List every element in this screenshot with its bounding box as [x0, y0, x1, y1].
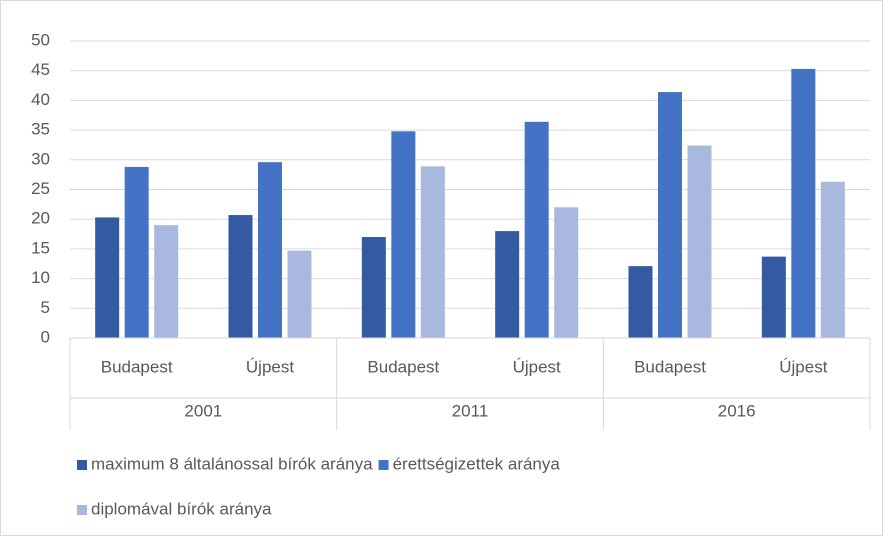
bar	[628, 266, 653, 338]
y-tick-label: 10	[31, 268, 50, 287]
bar	[820, 181, 845, 338]
x-tick-label: Budapest	[101, 357, 173, 376]
bar	[761, 256, 786, 338]
bar	[95, 217, 120, 338]
legend-swatch	[378, 460, 389, 470]
x-tick-label: Újpest	[246, 357, 294, 376]
legend-swatch	[77, 460, 87, 470]
bar	[658, 92, 682, 338]
bar	[124, 166, 149, 338]
y-tick-label: 45	[31, 60, 50, 79]
y-tick-label: 20	[31, 209, 50, 228]
y-tick-label: 30	[31, 149, 50, 168]
bar	[420, 166, 445, 338]
bar	[524, 121, 549, 338]
bar	[687, 145, 712, 338]
x-tick-label: Budapest	[634, 357, 706, 376]
bar	[258, 162, 282, 338]
y-tick-label: 40	[31, 90, 50, 109]
bar	[554, 207, 579, 338]
bar	[154, 225, 179, 338]
y-tick-label: 0	[41, 327, 50, 346]
bar	[791, 68, 816, 338]
group-label: 2016	[718, 401, 756, 420]
y-tick-label: 15	[31, 238, 50, 257]
bar	[228, 215, 253, 338]
bar	[495, 231, 520, 338]
group-label: 2001	[184, 401, 222, 420]
bar	[361, 237, 386, 338]
x-tick-label: Budapest	[367, 357, 439, 376]
bar	[287, 250, 312, 338]
legend-swatch	[77, 505, 87, 515]
x-tick-label: Újpest	[779, 357, 827, 376]
group-label: 2011	[452, 401, 489, 420]
legend-label: érettségizettek aránya	[393, 454, 561, 473]
x-tick-label: Újpest	[513, 357, 561, 376]
y-tick-label: 50	[31, 30, 50, 49]
y-tick-label: 35	[31, 120, 50, 139]
y-tick-label: 25	[31, 179, 50, 198]
bar	[391, 131, 416, 338]
legend-label: diplomával bírók aránya	[91, 499, 272, 518]
y-tick-label: 5	[41, 298, 50, 317]
legend-label: maximum 8 általánossal bírók aránya	[91, 454, 373, 473]
